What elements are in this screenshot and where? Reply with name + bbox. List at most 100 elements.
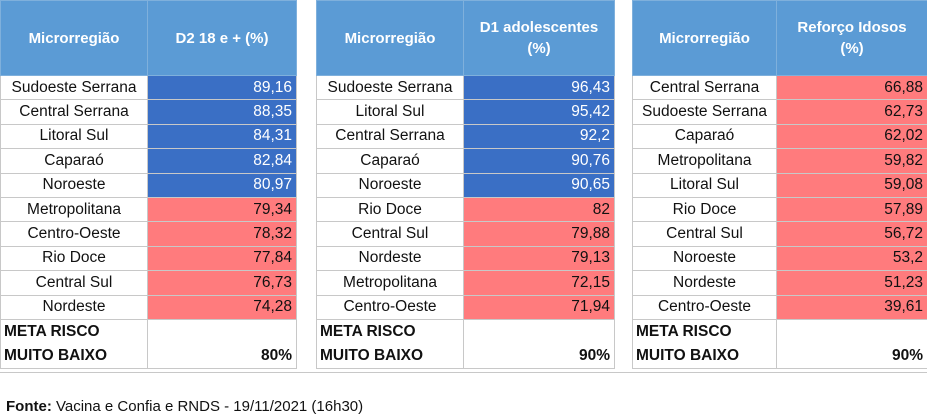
region-name-cell: Rio Doce [0,245,148,272]
coverage-value-cell: 95,42 [463,99,615,125]
table-row: Nordeste 79,13 [316,245,615,272]
region-name-cell: Central Serrana [316,123,464,150]
coverage-value-cell: 79,88 [463,221,615,247]
target-row: META RISCO MUITO BAIXO 80% [0,318,297,369]
target-label-line-2: MUITO BAIXO [320,346,424,364]
coverage-value-cell: 77,84 [147,245,297,272]
region-name-cell: Caparaó [632,123,777,150]
data-table: Microrregião Reforço Idosos (%) Central Se… [632,0,927,369]
header-row: Microrregião D2 18 e + (%) [0,0,297,76]
target-label: META RISCO MUITO BAIXO [0,318,148,369]
table-row: Sudoeste Serrana 89,16 [0,74,297,101]
target-value: 90% [776,318,927,369]
region-name-cell: Rio Doce [316,196,464,223]
coverage-value-cell: 88,35 [147,99,297,125]
coverage-value-cell: 59,08 [776,172,927,198]
region-name-cell: Sudoeste Serrana [316,74,464,101]
target-label-line-1: META RISCO [320,322,416,340]
region-name-cell: Central Serrana [632,74,777,101]
table-row: Central Sul 76,73 [0,270,297,296]
coverage-value-cell: 59,82 [776,148,927,174]
table-row: Central Serrana 66,88 [632,74,927,101]
coverage-value-cell: 79,13 [463,245,615,272]
column-header-region: Microrregião [316,0,464,76]
table-row: Noroeste 53,2 [632,245,927,272]
table-row: Noroeste 90,65 [316,172,615,198]
table-row: Caparaó 82,84 [0,148,297,174]
column-header-value: D1 adolescentes (%) [463,0,615,76]
table-row: Metropolitana 59,82 [632,148,927,174]
coverage-value-cell: 78,32 [147,221,297,247]
source-footer: Fonte: Vacina e Confia e RNDS - 19/11/20… [6,398,363,415]
table-row: Centro-Oeste 71,94 [316,294,615,320]
coverage-value-cell: 89,16 [147,74,297,101]
table-row: Caparaó 90,76 [316,148,615,174]
empty-spacer-row [0,372,927,397]
coverage-value-cell: 80,97 [147,172,297,198]
table-row: Litoral Sul 95,42 [316,99,615,125]
header-row: Microrregião Reforço Idosos (%) [632,0,927,76]
coverage-value-cell: 62,73 [776,99,927,125]
coverage-value-cell: 72,15 [463,270,615,296]
coverage-value-cell: 39,61 [776,294,927,320]
target-label: META RISCO MUITO BAIXO [316,318,464,369]
coverage-value-cell: 57,89 [776,196,927,223]
coverage-value-cell: 76,73 [147,270,297,296]
region-name-cell: Centro-Oeste [632,294,777,320]
table-row: Nordeste 74,28 [0,294,297,320]
table-row: Central Sul 56,72 [632,221,927,247]
table-row: Noroeste 80,97 [0,172,297,198]
table-booster-elderly: Microrregião Reforço Idosos (%) Central Se… [632,0,927,369]
target-label-line-1: META RISCO [636,322,732,340]
table-row: Rio Doce 77,84 [0,245,297,272]
table-row: Sudoeste Serrana 96,43 [316,74,615,101]
column-header-region: Microrregião [632,0,777,76]
region-name-cell: Litoral Sul [632,172,777,198]
region-name-cell: Sudoeste Serrana [632,99,777,125]
coverage-value-cell: 90,76 [463,148,615,174]
coverage-value-cell: 66,88 [776,74,927,101]
table-row: Litoral Sul 59,08 [632,172,927,198]
column-header-region: Microrregião [0,0,148,76]
region-name-cell: Noroeste [632,245,777,272]
coverage-value-cell: 51,23 [776,270,927,296]
table-row: Central Sul 79,88 [316,221,615,247]
source-label: Fonte: [6,398,52,415]
region-name-cell: Nordeste [632,270,777,296]
target-label-line-2: MUITO BAIXO [4,346,108,364]
target-row: META RISCO MUITO BAIXO 90% [632,318,927,369]
table-row: Caparaó 62,02 [632,123,927,150]
target-row: META RISCO MUITO BAIXO 90% [316,318,615,369]
region-name-cell: Caparaó [316,148,464,174]
table-d2-adults: Microrregião D2 18 e + (%) Sudoeste Serran… [0,0,297,369]
region-name-cell: Rio Doce [632,196,777,223]
target-label-line-1: META RISCO [4,322,100,340]
coverage-value-cell: 92,2 [463,123,615,150]
region-name-cell: Litoral Sul [316,99,464,125]
region-name-cell: Metropolitana [632,148,777,174]
region-name-cell: Central Sul [316,221,464,247]
region-name-cell: Metropolitana [0,196,148,223]
coverage-value-cell: 82 [463,196,615,223]
column-header-value: Reforço Idosos (%) [776,0,927,76]
target-label-line-2: MUITO BAIXO [636,346,740,364]
region-name-cell: Central Sul [632,221,777,247]
table-row: Central Serrana 92,2 [316,123,615,150]
coverage-value-cell: 71,94 [463,294,615,320]
table-row: Nordeste 51,23 [632,270,927,296]
region-name-cell: Centro-Oeste [316,294,464,320]
region-name-cell: Litoral Sul [0,123,148,150]
region-name-cell: Sudoeste Serrana [0,74,148,101]
region-name-cell: Caparaó [0,148,148,174]
region-name-cell: Noroeste [0,172,148,198]
region-name-cell: Metropolitana [316,270,464,296]
target-value: 90% [463,318,615,369]
source-text: Vacina e Confia e RNDS - 19/11/2021 (16h… [51,398,364,415]
table-row: Sudoeste Serrana 62,73 [632,99,927,125]
target-value: 80% [147,318,297,369]
region-name-cell: Nordeste [316,245,464,272]
table-row: Litoral Sul 84,31 [0,123,297,150]
coverage-value-cell: 96,43 [463,74,615,101]
region-name-cell: Centro-Oeste [0,221,148,247]
table-row: Centro-Oeste 78,32 [0,221,297,247]
